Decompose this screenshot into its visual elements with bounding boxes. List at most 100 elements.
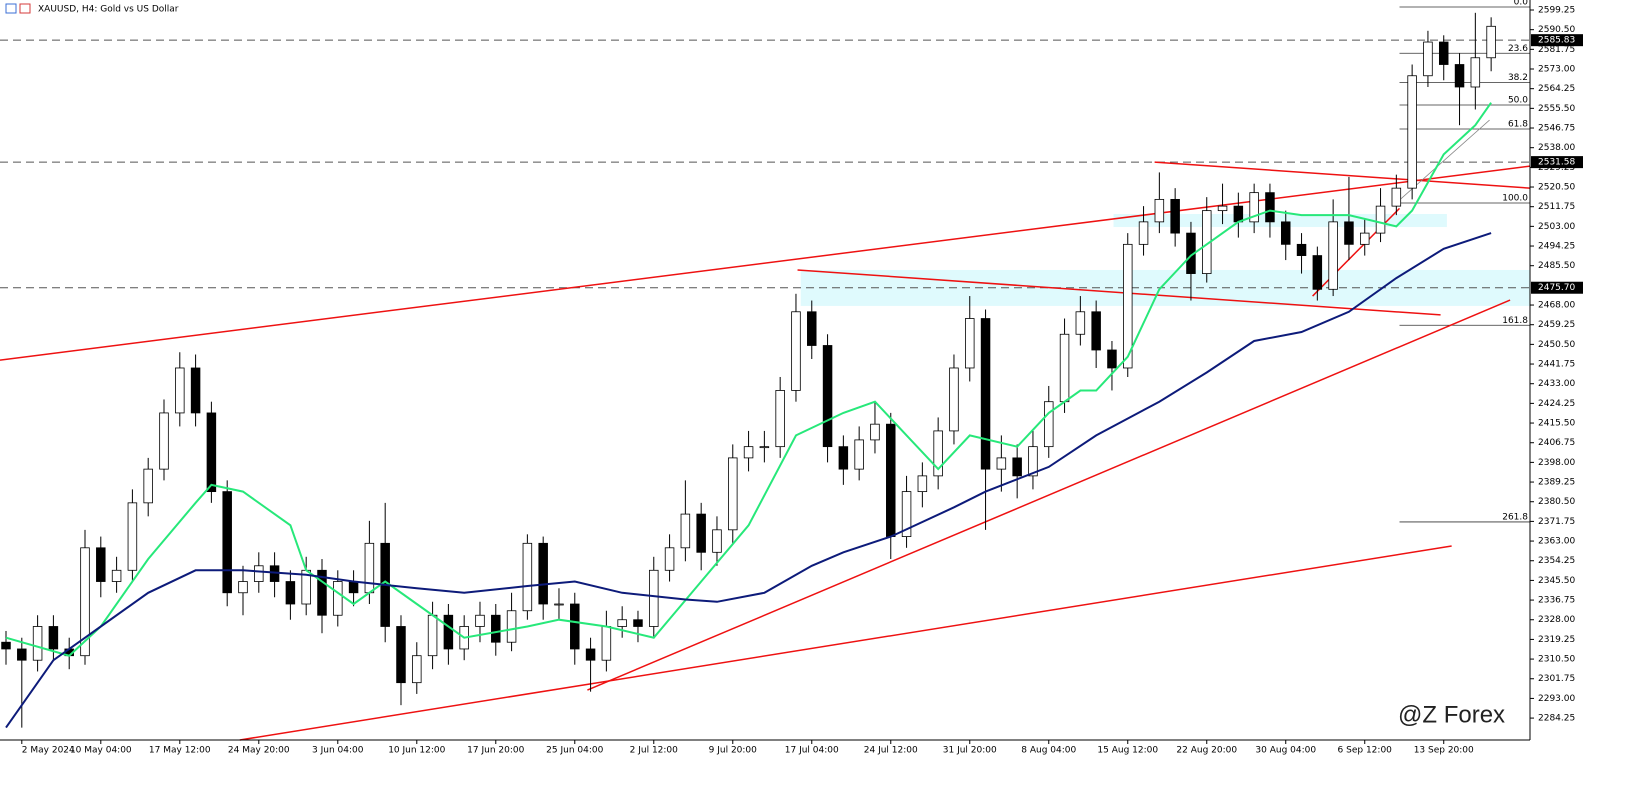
candle-body bbox=[1407, 75, 1417, 189]
candle-body bbox=[1280, 221, 1291, 245]
candle-body bbox=[206, 412, 217, 493]
candle-body bbox=[222, 491, 232, 594]
fib-label: 0.0 bbox=[1514, 0, 1529, 7]
candle-body bbox=[1044, 401, 1054, 448]
level-box bbox=[1531, 34, 1583, 47]
candle-body bbox=[412, 655, 422, 684]
y-tick-label: 2389.25 bbox=[1538, 478, 1575, 488]
y-tick-label: 2415.50 bbox=[1538, 419, 1575, 429]
y-tick-label: 2511.75 bbox=[1538, 202, 1575, 212]
candle-body bbox=[491, 614, 501, 643]
x-tick-label: 3 Jun 04:00 bbox=[312, 746, 364, 756]
moving-average bbox=[5, 102, 1492, 657]
candle-body bbox=[901, 491, 912, 537]
candle-body bbox=[870, 423, 880, 441]
candle-body bbox=[317, 569, 327, 616]
candle-body bbox=[807, 311, 817, 346]
candle-body bbox=[175, 367, 185, 414]
x-tick-label: 17 Jun 20:00 bbox=[467, 746, 524, 756]
trendline bbox=[587, 299, 1511, 691]
candle-body bbox=[111, 569, 122, 582]
candle-body bbox=[1, 641, 11, 650]
candle-body bbox=[1344, 221, 1354, 245]
fib-label: 161.8 bbox=[1502, 316, 1528, 326]
zone bbox=[1113, 213, 1447, 228]
candle-body bbox=[1012, 457, 1022, 477]
level-box bbox=[1531, 281, 1583, 294]
x-tick-label: 2 May 2024 bbox=[22, 746, 75, 756]
candle-body bbox=[427, 614, 438, 657]
candle-body bbox=[554, 603, 564, 606]
candle-body bbox=[712, 529, 722, 553]
watermark: @Z Forex bbox=[1398, 701, 1505, 728]
y-tick-label: 2433.00 bbox=[1538, 379, 1575, 389]
y-tick-label: 2406.75 bbox=[1538, 438, 1575, 448]
candle-body bbox=[333, 581, 343, 616]
x-tick-label: 24 May 20:00 bbox=[228, 746, 290, 756]
candle-body bbox=[1391, 187, 1402, 207]
candle-body bbox=[80, 547, 90, 657]
y-tick-label: 2520.50 bbox=[1538, 183, 1575, 193]
candle-body bbox=[348, 581, 359, 594]
y-tick-label: 2573.00 bbox=[1538, 65, 1575, 75]
candle-body bbox=[933, 430, 943, 477]
candle-body bbox=[364, 542, 375, 594]
chart-title: XAUUSD, H4: Gold vs US Dollar bbox=[38, 5, 179, 15]
icon-frame bbox=[5, 3, 17, 14]
candle-body bbox=[949, 367, 959, 432]
candle-body bbox=[443, 614, 454, 650]
x-tick-label: 6 Sep 12:00 bbox=[1338, 746, 1393, 756]
fib-label: 23.6 bbox=[1508, 44, 1528, 54]
plot-area: 0.0 23.6 38.2 50.0 61.8 100.0 161.8 261.8 bbox=[0, 0, 1531, 741]
candle-body bbox=[522, 542, 533, 612]
y-tick-label: 2293.00 bbox=[1538, 694, 1575, 704]
candle-body bbox=[159, 412, 169, 470]
candle-body bbox=[1217, 205, 1228, 212]
candle-body bbox=[1233, 205, 1244, 223]
y-tick-label: 2546.75 bbox=[1538, 124, 1575, 134]
y-tick-label: 2345.50 bbox=[1538, 576, 1575, 586]
candle-body bbox=[633, 619, 643, 627]
candle-body bbox=[48, 626, 59, 650]
y-tick-label: 2371.75 bbox=[1538, 517, 1575, 527]
fib-label: 50.0 bbox=[1508, 95, 1528, 105]
y-tick-label: 2398.00 bbox=[1538, 458, 1575, 468]
x-tick-label: 9 Jul 20:00 bbox=[709, 746, 758, 756]
candle-body bbox=[475, 614, 485, 627]
x-tick-label: 2 Jul 12:00 bbox=[630, 746, 679, 756]
candle-body bbox=[601, 626, 612, 661]
trendline bbox=[797, 269, 1441, 316]
candle-body bbox=[285, 581, 296, 605]
y-tick-label: 2328.00 bbox=[1538, 615, 1575, 625]
candle-body bbox=[917, 475, 928, 493]
level-label: 2585.83 bbox=[1538, 36, 1575, 46]
y-tick-label: 2564.25 bbox=[1538, 84, 1575, 94]
x-tick-label: 17 May 12:00 bbox=[149, 746, 211, 756]
candle-body bbox=[506, 610, 517, 643]
x-tick-label: 8 Aug 04:00 bbox=[1021, 746, 1076, 756]
candle-body bbox=[1107, 349, 1117, 369]
trendline bbox=[239, 545, 1452, 741]
candle-body bbox=[1123, 243, 1133, 369]
y-tick-label: 2538.00 bbox=[1538, 143, 1575, 153]
x-tick-label: 10 May 04:00 bbox=[70, 746, 132, 756]
y-tick-label: 2301.75 bbox=[1538, 674, 1575, 684]
symbol-icon bbox=[5, 3, 31, 14]
candle-body bbox=[696, 513, 706, 553]
candle-body bbox=[1091, 311, 1101, 351]
candle-body bbox=[775, 390, 785, 448]
candle-body bbox=[1375, 205, 1386, 234]
candle-body bbox=[254, 565, 264, 582]
candle-body bbox=[1438, 41, 1449, 65]
candle-body bbox=[1265, 192, 1275, 223]
trendline bbox=[0, 165, 1531, 361]
x-tick-label: 10 Jun 12:00 bbox=[388, 746, 445, 756]
candle-body bbox=[396, 626, 406, 684]
candle-body bbox=[980, 318, 991, 470]
trendline bbox=[1154, 161, 1531, 189]
candle-body bbox=[617, 619, 627, 627]
candle-body bbox=[1312, 255, 1323, 290]
candle-body bbox=[996, 457, 1007, 470]
y-tick-label: 2503.00 bbox=[1538, 222, 1575, 232]
candle-body bbox=[1359, 232, 1370, 245]
